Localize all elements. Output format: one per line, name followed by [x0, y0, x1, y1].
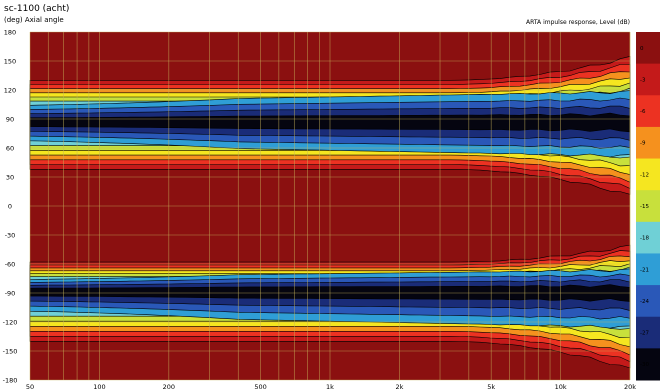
y-tick-label: 90 [6, 116, 14, 124]
colorbar-swatch [636, 63, 660, 96]
y-tick-label: -90 [5, 290, 16, 298]
colorbar-swatch [636, 158, 660, 191]
colorbar-swatch [636, 126, 660, 160]
x-tick-label: 10k [555, 383, 567, 391]
x-tick-label: 50 [26, 383, 34, 391]
x-tick-label: 500 [254, 383, 266, 391]
colorbar-swatch [636, 348, 660, 381]
colorbar-swatch [636, 190, 660, 223]
colorbar-tick-label: -30 [640, 362, 649, 368]
chart-title: sc-1100 (acht) [4, 4, 69, 14]
y-tick-label: 180 [4, 29, 16, 37]
y-tick-label: -150 [3, 348, 18, 356]
colorbar-tick-label: -27 [640, 331, 649, 337]
colorbar-swatch [636, 285, 660, 318]
colorbar-tick-label: 0 [640, 46, 644, 52]
y-axis-label: (deg) Axial angle [4, 16, 64, 24]
colorbar-tick-label: -21 [640, 267, 649, 273]
colorbar-swatch [636, 253, 660, 286]
colorbar-tick-label: -6 [640, 109, 646, 115]
y-tick-label: 30 [6, 174, 14, 182]
x-tick-label: 5k [487, 383, 495, 391]
y-tick-label: 120 [4, 87, 16, 95]
plot-area [29, 31, 631, 381]
y-tick-label: 0 [8, 203, 12, 211]
y-axis-ticks: 180 150 120 90 60 30 0 -30 -60 -90 -120 -150 -180 [3, 29, 18, 385]
colorbar-tick-label: -12 [640, 172, 649, 178]
x-tick-label: 1k [326, 383, 334, 391]
y-tick-label: -60 [5, 261, 16, 269]
colorbar: 0 -3 -6 -9 -12 -15 -18 -21 -24 -27 -30 [636, 32, 660, 381]
y-gridlines [30, 31, 630, 381]
x-axis-ticks: 50 100 200 500 1k 2k 5k 10k 20k [26, 383, 636, 391]
colorbar-tick-label: -15 [640, 204, 649, 210]
colorbar-swatch [636, 95, 660, 128]
colorbar-tick-label: -3 [640, 77, 646, 83]
x-tick-label: 200 [163, 383, 175, 391]
y-tick-label: -120 [3, 319, 18, 327]
y-tick-label: -180 [3, 377, 18, 385]
colorbar-label: ARTA impulse response, Level (dB) [526, 19, 630, 26]
colorbar-swatch [636, 316, 660, 349]
colorbar-tick-label: -18 [640, 236, 649, 242]
x-tick-label: 2k [395, 383, 403, 391]
colorbar-swatch [636, 32, 660, 65]
y-tick-label: 60 [6, 145, 14, 153]
x-tick-label: 20k [624, 383, 636, 391]
colorbar-tick-label: -9 [640, 141, 646, 147]
colorbar-tick-label: -24 [640, 299, 649, 305]
colorbar-swatch [636, 221, 660, 254]
x-tick-label: 100 [93, 383, 105, 391]
y-tick-label: 150 [4, 58, 16, 66]
y-tick-label: -30 [5, 232, 16, 240]
